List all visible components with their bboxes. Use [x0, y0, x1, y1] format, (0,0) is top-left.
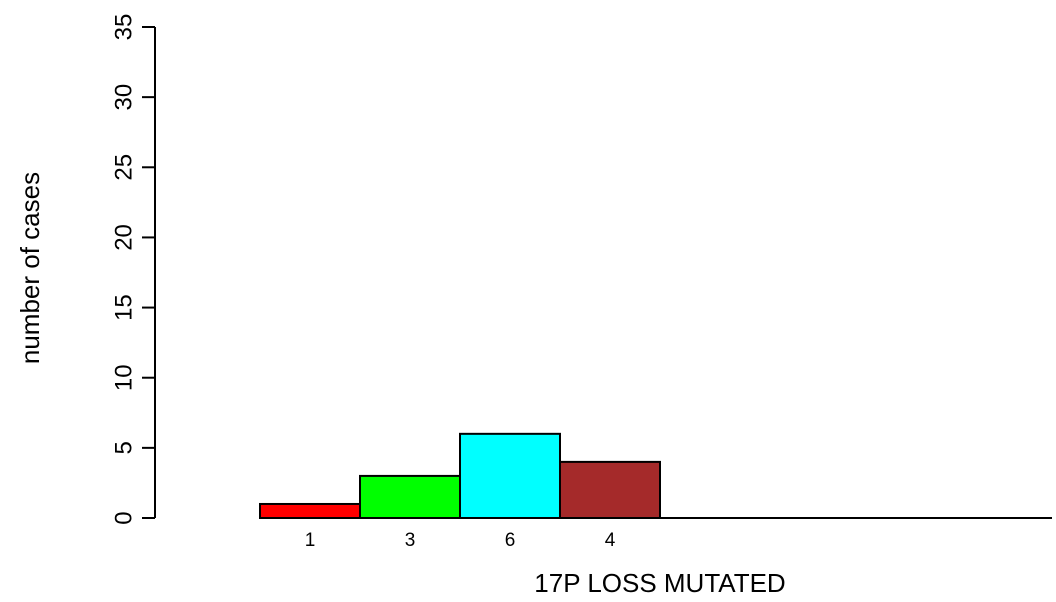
bar-labels: 1 3 6 4 [305, 530, 616, 551]
y-axis: 0 5 10 15 20 25 30 35 [111, 14, 156, 525]
x-axis-title: 17P LOSS MUTATED [534, 568, 785, 598]
y-tick-label: 25 [111, 154, 138, 181]
bar-label: 6 [505, 530, 516, 551]
y-ticks: 0 5 10 15 20 25 30 35 [111, 14, 155, 525]
y-tick-label: 30 [111, 84, 138, 111]
y-tick-label: 20 [111, 224, 138, 251]
bar [559, 460, 661, 519]
y-tick-label: 0 [111, 511, 138, 524]
bar-label: 4 [605, 530, 616, 551]
bar [459, 432, 561, 520]
bar [359, 474, 461, 519]
bar-label: 1 [305, 530, 316, 551]
bar-label: 3 [405, 530, 416, 551]
bar [259, 502, 361, 520]
y-tick-label: 5 [111, 441, 138, 454]
y-tick-label: 15 [111, 294, 138, 321]
y-tick-label: 35 [111, 14, 138, 41]
y-axis-title: number of cases [15, 172, 45, 364]
y-tick-label: 10 [111, 364, 138, 391]
bars [259, 432, 661, 520]
